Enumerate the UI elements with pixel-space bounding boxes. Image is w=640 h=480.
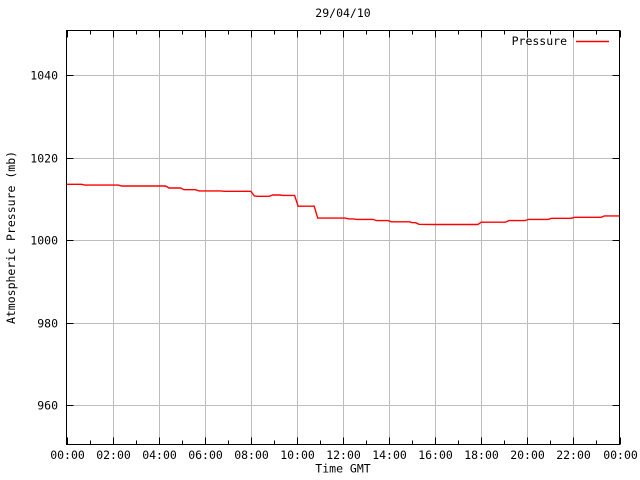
- x-tick-label: 18:00: [464, 448, 499, 462]
- x-tick-label: 06:00: [188, 448, 223, 462]
- legend-label: Pressure: [512, 34, 567, 48]
- chart-title: 29/04/10: [315, 6, 370, 20]
- legend: Pressure: [512, 34, 609, 48]
- x-tick-label: 04:00: [142, 448, 177, 462]
- series-layer: [66, 183, 620, 226]
- tick-label-layer: 960 980 1000 1020 1040 00:00 02:00 04:00 06:00 08…: [30, 69, 638, 463]
- x-tick-label: 00:00: [603, 448, 638, 462]
- x-tick-label: 08:00: [234, 448, 269, 462]
- x-tick-label: 02:00: [96, 448, 131, 462]
- x-tick-label: 20:00: [510, 448, 545, 462]
- y-tick-label: 980: [37, 317, 58, 331]
- x-tick-label: 00:00: [50, 448, 85, 462]
- x-tick-label: 22:00: [556, 448, 591, 462]
- x-tick-label: 12:00: [326, 448, 361, 462]
- y-tick-label: 1020: [30, 152, 58, 166]
- y-tick-label: 1040: [30, 69, 58, 83]
- y-axis-title: Atmospheric Pressure (mb): [4, 151, 18, 324]
- grid-layer: [66, 30, 620, 445]
- y-tick-label: 960: [37, 399, 58, 413]
- pressure-series-line: [66, 183, 620, 226]
- x-tick-label: 14:00: [372, 448, 407, 462]
- tick-layer: [66, 30, 621, 445]
- plot-border: [66, 30, 620, 445]
- x-axis-title: Time GMT: [315, 462, 370, 476]
- x-tick-label: 16:00: [418, 448, 453, 462]
- y-tick-label: 1000: [30, 234, 58, 248]
- x-tick-label: 10:00: [280, 448, 315, 462]
